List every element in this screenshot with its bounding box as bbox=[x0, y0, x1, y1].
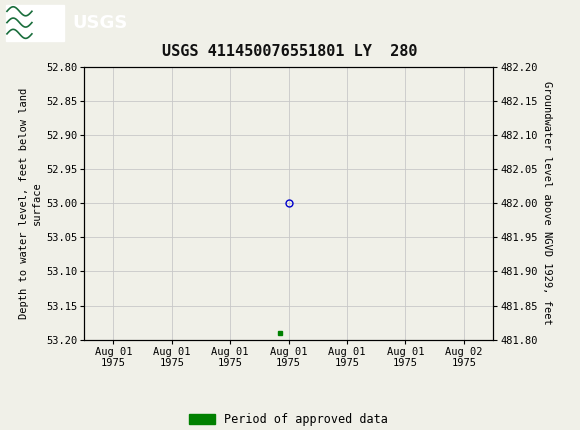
FancyBboxPatch shape bbox=[6, 4, 64, 41]
Y-axis label: Groundwater level above NGVD 1929, feet: Groundwater level above NGVD 1929, feet bbox=[542, 81, 552, 325]
Text: USGS: USGS bbox=[72, 14, 128, 31]
Text: USGS 411450076551801 LY  280: USGS 411450076551801 LY 280 bbox=[162, 44, 418, 59]
Y-axis label: Depth to water level, feet below land
surface: Depth to water level, feet below land su… bbox=[19, 88, 42, 319]
Legend: Period of approved data: Period of approved data bbox=[184, 408, 393, 430]
